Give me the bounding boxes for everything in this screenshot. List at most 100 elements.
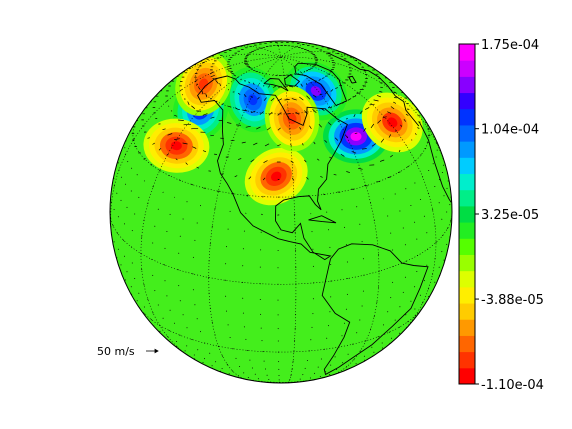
wind-vector [237,158,242,160]
wind-vector [358,167,363,170]
colorbar-swatch [459,335,475,353]
wind-vector [211,225,213,227]
wind-vector [245,125,251,128]
wind-vector [446,243,448,245]
wind-vector [260,327,262,329]
wind-vector [402,227,404,229]
wind-vector [117,232,118,234]
wind-vector [299,96,304,101]
wind-vector [243,230,245,232]
wind-vector [404,276,406,278]
wind-vector [263,360,265,362]
wind-vector [416,238,418,240]
wind-vector [329,374,331,375]
wind-vector [261,213,263,216]
colorbar-tick-label: 1.04e-04 [481,123,539,138]
meridian [274,41,282,58]
wind-vector [278,375,280,376]
wind-vector [436,142,438,144]
wind-vector [435,242,437,243]
wind-vector [342,101,345,104]
wind-vector [182,142,188,145]
wind-vector [345,244,347,246]
wind-vector [227,228,229,230]
wind-vector [144,313,146,315]
wind-vector [260,249,262,251]
wind-vector [436,149,438,151]
wind-vector [268,111,273,116]
wind-vector [326,211,328,213]
colorbar-swatch [459,351,475,369]
wind-vector [151,319,152,321]
wind-vector [289,144,293,146]
wind-vector [259,266,261,268]
wind-vector [196,222,198,224]
wind-vector [341,209,343,211]
meridian [280,56,380,377]
wind-vector [197,349,199,351]
wind-vector [410,300,412,302]
wind-vector [211,321,213,323]
wind-vector [277,112,282,116]
wind-vector [277,127,281,131]
wind-vector [112,225,114,227]
wind-vector [378,254,379,256]
wind-vector [388,331,390,333]
wind-vector [178,252,180,254]
wind-vector [194,239,196,241]
wind-vector [180,89,182,92]
wind-vector [136,174,138,176]
wind-vector [242,312,244,314]
colorbar-swatch [459,76,475,94]
wind-vector [194,304,196,306]
wind-vector [325,91,329,95]
wind-vector [389,154,394,158]
coastline [263,78,289,92]
wind-vector [291,177,295,181]
wind-vector [210,116,215,119]
wind-vector [345,135,349,138]
wind-vector [211,365,213,367]
wind-vector [346,293,348,295]
wind-vector [147,137,150,139]
wind-vector [263,97,267,101]
wind-vector [227,122,232,124]
wind-vector [168,330,170,331]
wind-vector [330,296,332,298]
wind-vector [447,227,449,229]
wind-vector [226,363,228,365]
wind-vector [305,69,309,72]
wind-vector [387,111,392,114]
wind-vector [138,292,140,294]
meridian [280,51,368,65]
wind-vector [443,259,445,261]
wind-vector [345,308,347,310]
wind-vector [404,244,406,246]
wind-vector [306,360,308,361]
colorbar-tick-label: -1.10e-04 [481,378,544,393]
wind-vector [278,379,280,381]
wind-vector [204,358,205,360]
wind-vector [226,68,232,70]
wind-vector [432,163,434,165]
wind-vector [141,268,143,270]
wind-vector [373,99,379,102]
wind-vector [293,73,296,76]
wind-vector [246,65,250,67]
wind-vector [336,369,337,370]
wind-vector [329,246,331,248]
wind-vector [447,180,449,182]
parallel [195,48,367,115]
wind-vector [405,188,407,190]
wind-vector [196,83,199,86]
wind-vector [243,94,247,98]
wind-vector [299,127,302,130]
wind-vector [304,110,308,115]
wind-vector [277,314,279,316]
wind-vector [184,350,186,352]
wind-vector [192,289,194,291]
wind-vector [363,127,367,132]
wind-vector [176,341,178,342]
wind-vector [371,143,377,147]
wind-vector [185,162,188,165]
